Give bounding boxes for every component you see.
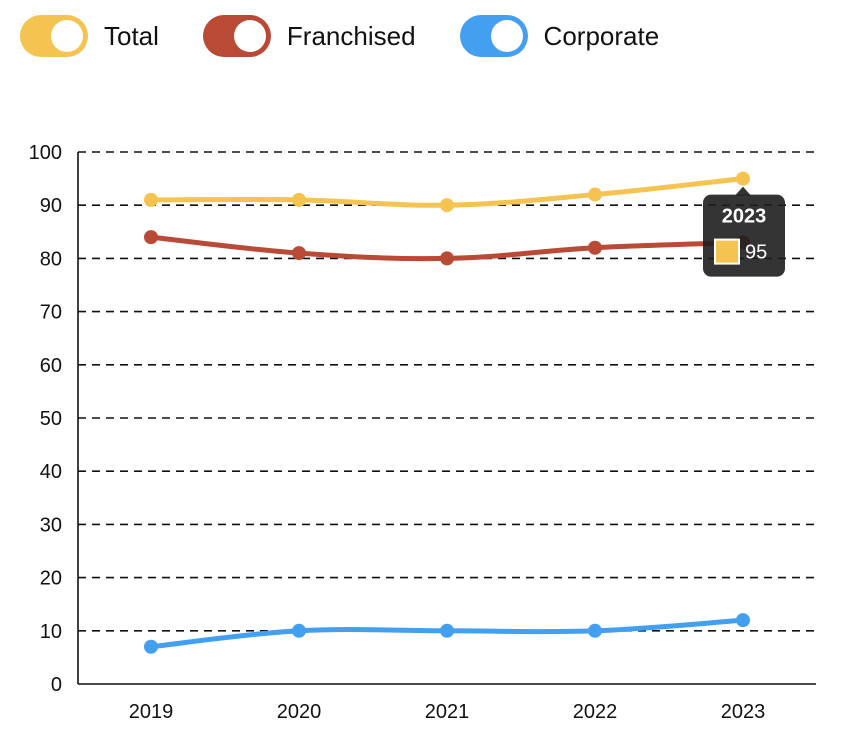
- x-tick-label-2022: 2022: [573, 701, 618, 723]
- y-tick-label-40: 40: [40, 461, 62, 483]
- data-point-corporate-2021: [440, 623, 454, 638]
- y-tick-label-70: 70: [40, 302, 62, 324]
- tooltip: 2023 95: [703, 186, 785, 277]
- toggle-corporate[interactable]: [459, 15, 528, 57]
- legend-item-total[interactable]: Total: [20, 15, 159, 57]
- legend-label-total: Total: [104, 21, 159, 51]
- legend-item-corporate[interactable]: Corporate: [459, 15, 660, 57]
- toggle-total[interactable]: [20, 15, 88, 57]
- y-tick-label-20: 20: [40, 568, 62, 590]
- data-point-total-2020: [292, 192, 306, 207]
- y-tick-label-50: 50: [40, 408, 62, 430]
- tooltip-swatch: [714, 238, 740, 265]
- y-tick-label-60: 60: [40, 355, 62, 377]
- toggle-knob: [51, 20, 83, 52]
- y-tick-label-30: 30: [40, 514, 62, 536]
- legend-item-franchised[interactable]: Franchised: [202, 15, 416, 57]
- data-point-franchised-2022: [588, 240, 602, 255]
- data-point-corporate-2022: [588, 623, 602, 638]
- tooltip-arrow: [735, 186, 751, 196]
- toggle-knob: [490, 20, 523, 52]
- y-tick-label-80: 80: [40, 248, 62, 270]
- y-tick-label-90: 90: [40, 195, 62, 217]
- data-point-corporate-2020: [292, 623, 306, 638]
- y-tick-label-100: 100: [29, 142, 62, 164]
- data-point-total-2021: [440, 198, 454, 213]
- data-point-corporate-2023: [736, 613, 750, 628]
- y-tick-label-10: 10: [40, 621, 62, 643]
- legend-label-franchised: Franchised: [286, 21, 416, 51]
- tooltip-value: 95: [745, 242, 767, 264]
- x-tick-label-2021: 2021: [425, 701, 470, 723]
- tooltip-title: 2023: [722, 206, 767, 228]
- axes: 0 10 20 30 40 50 60 70 80 90 100 2019 2020 2021 2022 20…: [29, 142, 816, 723]
- y-tick-label-0: 0: [51, 674, 62, 696]
- data-point-corporate-2019: [144, 639, 158, 654]
- data-point-franchised-2020: [292, 246, 306, 261]
- data-point-total-2019: [144, 192, 158, 207]
- series-lines: [148, 176, 746, 650]
- toggle-knob: [233, 20, 266, 52]
- data-point-franchised-2021: [440, 251, 454, 266]
- data-point-total-2022: [588, 187, 602, 202]
- data-point-franchised-2019: [144, 230, 158, 245]
- data-point-total-2023: [736, 171, 750, 186]
- chart-legend: Total Franchised Corporate: [20, 12, 659, 60]
- legend-label-corporate: Corporate: [543, 21, 660, 51]
- x-tick-label-2019: 2019: [129, 701, 174, 723]
- toggle-franchised[interactable]: [202, 15, 271, 57]
- x-tick-label-2020: 2020: [277, 701, 322, 723]
- x-tick-label-2023: 2023: [721, 701, 766, 723]
